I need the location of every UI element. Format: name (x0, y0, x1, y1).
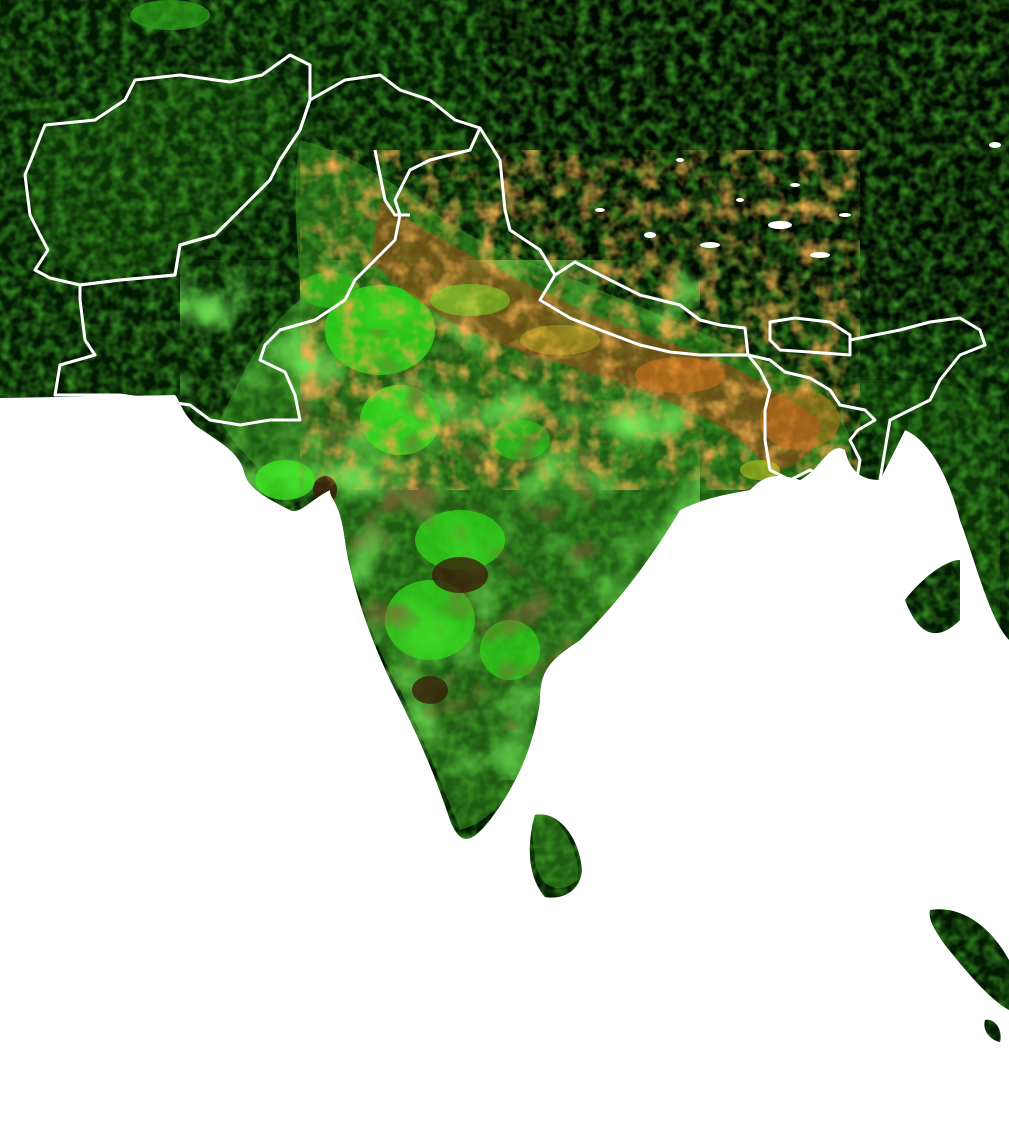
hotspot-raster (300, 150, 860, 490)
snow-patches (595, 142, 1001, 258)
national-borders (23, 53, 987, 492)
